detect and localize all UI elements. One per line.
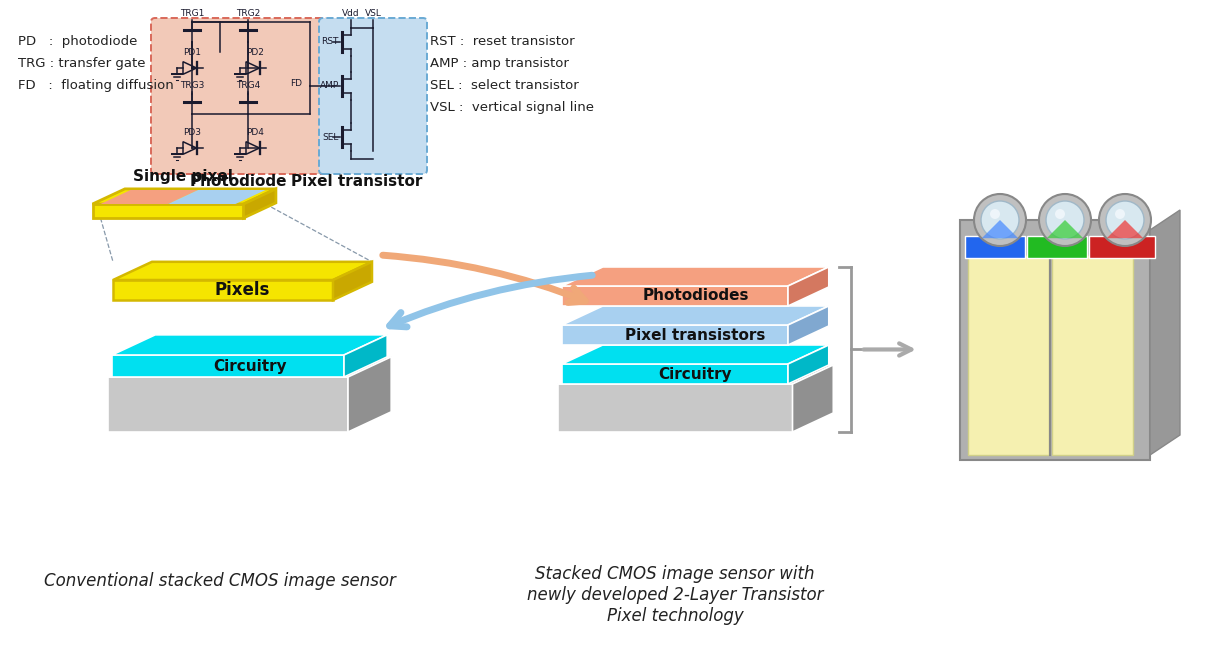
Polygon shape [113, 262, 372, 280]
Text: Pixels: Pixels [215, 281, 270, 299]
Circle shape [1055, 209, 1065, 219]
Text: TRG : transfer gate: TRG : transfer gate [18, 57, 146, 70]
Polygon shape [793, 365, 833, 432]
Polygon shape [557, 384, 793, 432]
Text: RST :  reset transistor: RST : reset transistor [430, 35, 575, 48]
Text: Circuitry: Circuitry [213, 358, 287, 374]
Bar [1090, 236, 1155, 258]
FancyBboxPatch shape [151, 18, 327, 174]
Polygon shape [112, 355, 344, 377]
Polygon shape [557, 365, 833, 384]
Text: Vdd: Vdd [342, 9, 360, 18]
Polygon shape [243, 189, 276, 218]
Text: SEL :  select transistor: SEL : select transistor [430, 79, 579, 92]
Polygon shape [562, 306, 829, 325]
Text: TRG3: TRG3 [180, 81, 204, 90]
Bar [968, 255, 1049, 455]
Polygon shape [1150, 210, 1180, 455]
Text: PD1: PD1 [182, 48, 201, 57]
Text: Pixel transistors: Pixel transistors [625, 327, 766, 343]
Polygon shape [788, 306, 829, 345]
Polygon shape [113, 280, 333, 300]
Text: SEL: SEL [322, 133, 339, 141]
Text: TRG1: TRG1 [180, 9, 204, 18]
Text: Conventional stacked CMOS image sensor: Conventional stacked CMOS image sensor [44, 572, 396, 590]
Text: RST: RST [321, 38, 339, 46]
Polygon shape [92, 189, 276, 204]
FancyBboxPatch shape [959, 220, 1150, 460]
Circle shape [1107, 201, 1144, 239]
Polygon shape [562, 267, 829, 286]
Text: TRG2: TRG2 [236, 9, 260, 18]
Text: Photodiode: Photodiode [190, 174, 287, 189]
Circle shape [981, 201, 1019, 239]
Text: Photodiodes: Photodiodes [642, 288, 749, 304]
Polygon shape [112, 335, 387, 355]
Bar [1052, 255, 1133, 455]
Circle shape [1099, 194, 1152, 246]
Circle shape [1046, 201, 1083, 239]
Circle shape [990, 209, 1000, 219]
Text: TRG4: TRG4 [236, 81, 260, 90]
FancyBboxPatch shape [319, 18, 427, 174]
Polygon shape [562, 345, 829, 364]
Text: AMP : amp transistor: AMP : amp transistor [430, 57, 569, 70]
Text: AMP: AMP [320, 81, 339, 90]
Text: PD   :  photodiode: PD : photodiode [18, 35, 137, 48]
Text: FD   :  floating diffusion: FD : floating diffusion [18, 79, 174, 92]
Polygon shape [981, 220, 1018, 238]
Polygon shape [333, 262, 372, 300]
Polygon shape [562, 286, 788, 306]
Text: FD: FD [289, 79, 302, 88]
Text: Circuitry: Circuitry [659, 366, 732, 381]
Text: VSL: VSL [365, 9, 382, 18]
Bar [966, 236, 1025, 258]
Circle shape [1115, 209, 1125, 219]
Polygon shape [788, 345, 829, 384]
Polygon shape [92, 204, 243, 218]
Polygon shape [562, 364, 788, 384]
Circle shape [1038, 194, 1091, 246]
Polygon shape [108, 377, 348, 432]
Text: Pixel transistor: Pixel transistor [292, 174, 423, 189]
Polygon shape [101, 190, 198, 204]
Text: PD4: PD4 [246, 128, 264, 137]
Polygon shape [562, 325, 788, 345]
Polygon shape [1107, 220, 1143, 238]
Polygon shape [168, 190, 265, 204]
Polygon shape [788, 267, 829, 306]
Polygon shape [344, 335, 387, 377]
Text: PD3: PD3 [182, 128, 201, 137]
Polygon shape [108, 357, 392, 377]
Circle shape [974, 194, 1026, 246]
Bar [1028, 236, 1087, 258]
Text: Stacked CMOS image sensor with
newly developed 2-Layer Transistor
Pixel technolo: Stacked CMOS image sensor with newly dev… [527, 565, 823, 624]
Polygon shape [348, 357, 392, 432]
Text: Single pixel: Single pixel [133, 169, 233, 184]
Polygon shape [1047, 220, 1083, 238]
Text: VSL :  vertical signal line: VSL : vertical signal line [430, 101, 593, 114]
Text: PD2: PD2 [246, 48, 264, 57]
